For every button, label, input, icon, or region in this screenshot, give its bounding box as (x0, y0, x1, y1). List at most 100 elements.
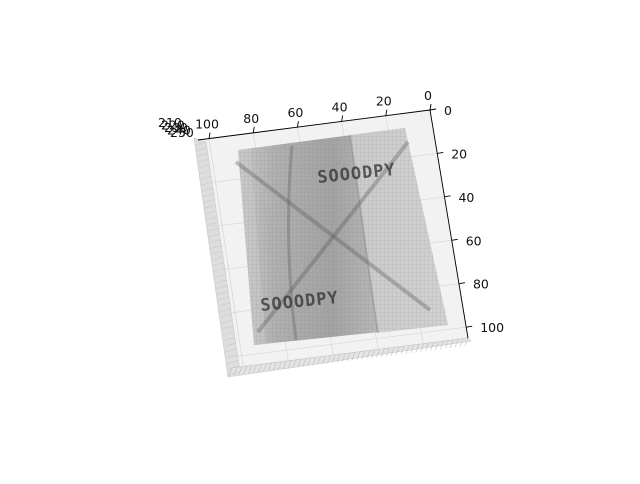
hatch-bottom-7 (263, 363, 267, 372)
hatch-bottom-43 (440, 341, 444, 350)
y-tick-label-3: 60 (466, 233, 482, 248)
hatch-side-24 (215, 279, 227, 284)
x-tick-1 (252, 126, 255, 133)
hatch-side-35 (224, 342, 236, 347)
hatch-side-15 (207, 227, 219, 232)
hatch-bottom-20 (327, 355, 331, 364)
hatch-bottom-16 (307, 357, 311, 367)
hatch-side-17 (209, 239, 221, 244)
hatch-bottom-38 (415, 344, 420, 353)
hatch-bottom-11 (282, 361, 287, 370)
hatch-bottom-47 (459, 338, 464, 347)
x-tick-label-0: 100 (195, 117, 219, 132)
hatch-bottom-21 (331, 354, 336, 363)
x-tick-3 (341, 115, 344, 122)
z-tick-label-3: 240 (167, 123, 191, 138)
hatch-bottom-10 (277, 361, 282, 370)
surface-mesh (238, 128, 448, 345)
x-tick-label-2: 60 (287, 105, 303, 120)
hatch-side-16 (208, 233, 220, 238)
hatch-side-10 (203, 199, 215, 203)
hatch-bottom-4 (248, 365, 252, 374)
y-tick-label-5: 100 (480, 320, 504, 335)
y-tick-5 (466, 325, 473, 328)
y-tick-label-2: 40 (458, 190, 474, 205)
hatch-side-5 (199, 170, 211, 175)
hatch-bottom-23 (341, 353, 346, 362)
hatch-bottom-46 (454, 339, 459, 348)
hatch-side-39 (228, 365, 240, 370)
surface-fold-right (349, 134, 379, 334)
hatch-bottom-35 (400, 346, 405, 355)
hatch-bottom-32 (386, 347, 390, 357)
hatch-side-21 (212, 262, 224, 267)
x-tick-0 (208, 132, 211, 139)
axes: 100 80 60 40 20 0 0 20 40 60 80 100 21022023024025… (158, 88, 504, 339)
hatch-side-14 (206, 222, 218, 226)
hatch-bottom-42 (435, 341, 439, 350)
x-tick-4 (385, 109, 388, 116)
hatch-side-33 (222, 331, 235, 336)
hatch-side-9 (202, 193, 214, 198)
hatch-side-26 (217, 291, 229, 295)
x-tick-2 (296, 121, 299, 128)
hatch-bottom-17 (312, 357, 316, 366)
y-tick-label-0: 0 (444, 103, 452, 118)
hatch-bottom-2 (238, 366, 243, 375)
x-axis-ticks: 100 80 60 40 20 0 (195, 88, 432, 139)
hatch-bottom-27 (361, 351, 366, 360)
pane-hatching (194, 141, 469, 377)
hatch-side-4 (198, 164, 210, 169)
hatch-bottom-3 (243, 366, 248, 375)
x-tick-label-1: 80 (243, 111, 259, 126)
hatch-bottom-13 (292, 359, 297, 368)
hatch-side-6 (200, 176, 212, 180)
hatch-side-34 (223, 337, 235, 341)
z-tick-label-2: 230 (164, 120, 188, 135)
hatch-side-30 (220, 314, 232, 318)
hatch-bottom-5 (253, 364, 257, 373)
hatch-bottom-28 (366, 350, 370, 359)
hatch-side-1 (195, 147, 207, 152)
hatch-bottom-14 (297, 359, 302, 368)
hatch-bottom-15 (302, 358, 307, 367)
hatch-bottom-45 (449, 339, 454, 348)
hatch-bottom-24 (346, 352, 351, 362)
hatch-bottom-6 (258, 364, 262, 373)
y-tick-3 (451, 238, 458, 241)
hatch-side-38 (227, 360, 239, 364)
x-tick-label-4: 20 (376, 94, 392, 109)
hatch-bottom-31 (381, 348, 385, 357)
y-axis-line (429, 109, 469, 339)
surface-fold-left (287, 145, 298, 341)
hatch-bottom-18 (317, 356, 321, 365)
hatch-side-32 (222, 325, 234, 330)
hatch-side-18 (210, 245, 222, 249)
y-tick-1 (437, 151, 444, 154)
hatch-side-28 (218, 302, 230, 307)
hatch-side-40 (228, 371, 241, 376)
hatch-bottom-40 (425, 342, 429, 352)
hatch-side-25 (216, 285, 228, 290)
hatch-bottom-19 (322, 356, 326, 365)
hatch-side-3 (197, 158, 209, 163)
gridline-y-5 (230, 326, 467, 358)
y-tick-0 (429, 108, 437, 111)
y-tick-label-4: 80 (473, 277, 489, 292)
hatch-bottom-12 (287, 360, 292, 369)
hatch-bottom-33 (390, 347, 395, 356)
hatch-side-20 (211, 256, 224, 261)
hatch-bottom-36 (405, 345, 410, 354)
hatch-bottom-8 (268, 362, 272, 372)
y-tick-4 (458, 282, 466, 285)
hatch-bottom-39 (420, 343, 425, 352)
surface: SOOODPY SOOODPY (234, 128, 448, 345)
z-tick-label-4: 250 (170, 125, 194, 140)
hatch-side-19 (211, 250, 223, 255)
hatch-bottom-30 (376, 349, 380, 358)
hatch-side-0 (194, 141, 207, 146)
gridline-x-5 (208, 138, 244, 367)
